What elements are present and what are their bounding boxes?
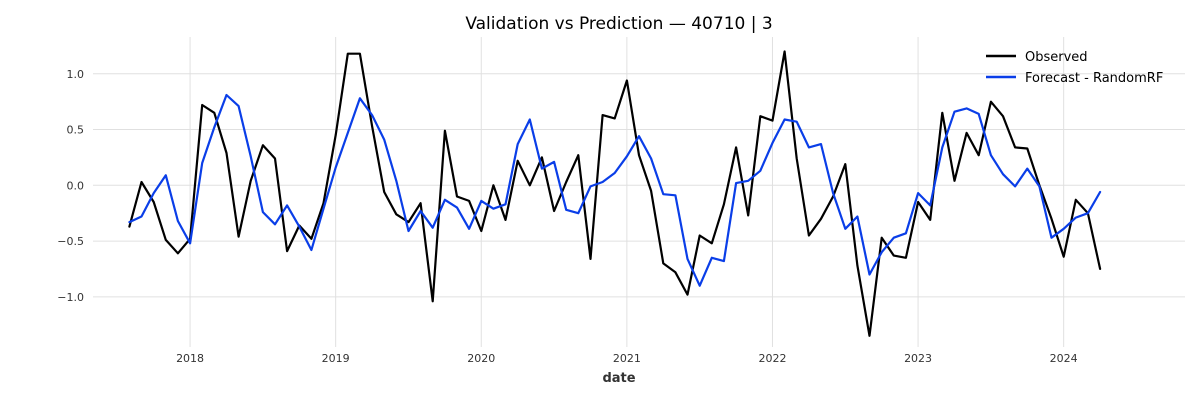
y-tick-label: 0.0: [67, 179, 85, 192]
x-axis-label: date: [602, 371, 635, 386]
x-tick-label: 2018: [176, 352, 204, 365]
y-axis-ticks: 1.0 0.5 0.0 −0.5 −1.0: [57, 68, 84, 304]
y-tick-label: −0.5: [57, 235, 84, 248]
series-lines: [128, 50, 1102, 337]
y-tick-label: −1.0: [57, 291, 84, 304]
observed-series-line: [128, 50, 1102, 337]
chart-title: Validation vs Prediction — 40710 | 3: [465, 14, 772, 34]
x-tick-label: 2019: [322, 352, 350, 365]
x-tick-label: 2024: [1050, 352, 1078, 365]
legend-label-forecast: Forecast - RandomRF: [1025, 71, 1163, 86]
x-axis-ticks: 2018 2019 2020 2021 2022 2023 2024: [176, 352, 1078, 365]
y-tick-label: 1.0: [67, 68, 85, 81]
forecast-series-line: [128, 93, 1102, 287]
x-tick-label: 2022: [758, 352, 786, 365]
x-tick-label: 2023: [904, 352, 932, 365]
legend: Observed Forecast - RandomRF: [986, 50, 1163, 86]
x-tick-label: 2021: [613, 352, 641, 365]
legend-label-observed: Observed: [1025, 50, 1088, 65]
y-tick-label: 0.5: [67, 124, 85, 137]
grid: [93, 37, 1185, 347]
x-tick-label: 2020: [467, 352, 495, 365]
